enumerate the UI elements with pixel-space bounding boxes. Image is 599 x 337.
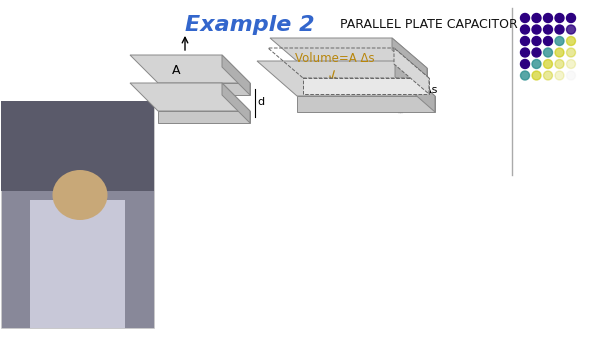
Circle shape: [567, 36, 576, 45]
Circle shape: [555, 71, 564, 80]
Polygon shape: [303, 78, 429, 94]
Circle shape: [567, 48, 576, 57]
Text: Example 2: Example 2: [185, 15, 314, 35]
Circle shape: [521, 71, 530, 80]
Polygon shape: [395, 61, 435, 112]
Circle shape: [543, 71, 552, 80]
Circle shape: [521, 48, 530, 57]
Ellipse shape: [53, 170, 107, 220]
Circle shape: [555, 60, 564, 68]
Polygon shape: [305, 68, 427, 80]
Circle shape: [543, 25, 552, 34]
Polygon shape: [257, 61, 435, 96]
Polygon shape: [222, 83, 250, 123]
Circle shape: [543, 48, 552, 57]
Circle shape: [543, 60, 552, 68]
Polygon shape: [130, 83, 250, 111]
Circle shape: [532, 25, 541, 34]
Polygon shape: [158, 83, 250, 95]
Circle shape: [555, 36, 564, 45]
Bar: [1, 101, 154, 191]
Polygon shape: [394, 48, 429, 94]
Circle shape: [521, 36, 530, 45]
Circle shape: [532, 71, 541, 80]
Circle shape: [521, 25, 530, 34]
Circle shape: [567, 25, 576, 34]
Circle shape: [532, 60, 541, 68]
Polygon shape: [297, 96, 435, 112]
Text: Volume=A Δs: Volume=A Δs: [295, 52, 374, 64]
Polygon shape: [392, 38, 427, 80]
Circle shape: [567, 60, 576, 68]
Circle shape: [555, 48, 564, 57]
Polygon shape: [158, 111, 250, 123]
Text: d: d: [257, 97, 264, 107]
Polygon shape: [130, 55, 250, 83]
Circle shape: [543, 13, 552, 23]
Bar: [1, 101, 154, 328]
Circle shape: [521, 13, 530, 23]
Bar: [30, 200, 125, 328]
Circle shape: [555, 25, 564, 34]
Circle shape: [567, 71, 576, 80]
Text: PARALLEL PLATE CAPACITOR: PARALLEL PLATE CAPACITOR: [340, 18, 518, 31]
Polygon shape: [222, 55, 250, 95]
Circle shape: [555, 13, 564, 23]
Circle shape: [521, 60, 530, 68]
Circle shape: [532, 13, 541, 23]
Text: A: A: [172, 64, 180, 78]
Circle shape: [567, 13, 576, 23]
Circle shape: [543, 36, 552, 45]
Text: d+ Δs: d+ Δs: [404, 85, 437, 95]
Circle shape: [532, 48, 541, 57]
Circle shape: [532, 36, 541, 45]
Polygon shape: [270, 38, 427, 68]
